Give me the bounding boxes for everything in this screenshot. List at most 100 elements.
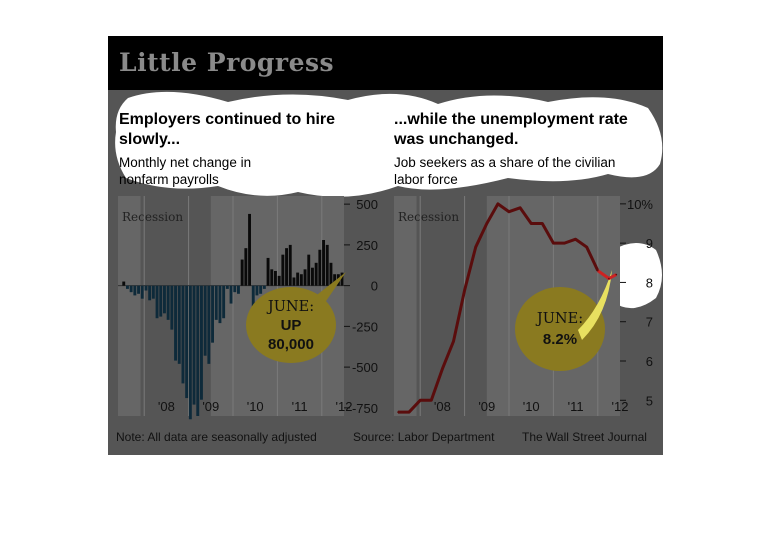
payrolls-bar — [303, 269, 307, 286]
payrolls-bar — [333, 274, 337, 286]
payrolls-callout-line3: 80,000 — [268, 336, 314, 353]
unemployment-rate-point — [397, 411, 399, 413]
unemployment-x-tick-label: '11 — [568, 399, 584, 414]
payrolls-bar — [163, 285, 166, 314]
unemployment-callout-line1: JUNE: — [535, 311, 583, 327]
footer-credit: The Wall Street Journal — [522, 430, 647, 444]
payrolls-bar — [200, 285, 203, 400]
payrolls-bar — [174, 285, 177, 361]
payrolls-y-tick-label: 0 — [371, 279, 378, 294]
payrolls-bar — [203, 285, 207, 356]
payrolls-y-tick-label: -750 — [352, 401, 378, 416]
chart-figure: Little Progress Employers continued to h… — [108, 36, 663, 455]
unemployment-rate-point — [541, 222, 544, 225]
payrolls-bar — [126, 285, 129, 289]
unemployment-recession-band — [416, 196, 487, 416]
unemployment-rate-point — [497, 203, 499, 205]
payrolls-x-tick-label: '12 — [336, 399, 353, 414]
payrolls-bar — [307, 254, 311, 286]
payrolls-bar — [266, 257, 270, 286]
payrolls-recession-label: Recession — [122, 210, 183, 224]
payrolls-bar — [129, 285, 133, 293]
unemployment-callout-pointer — [578, 270, 612, 340]
unemployment-rate-point — [530, 222, 532, 225]
unemployment-y-tick-label: 8 — [646, 275, 653, 290]
unemployment-rate-point — [615, 273, 618, 276]
unemployment-rate-point — [608, 277, 610, 280]
payrolls-bar — [196, 285, 200, 416]
payrolls-bar — [181, 285, 185, 384]
unemployment-rate-point — [474, 246, 477, 248]
payrolls-bar — [144, 285, 148, 291]
payrolls-bar — [255, 285, 259, 296]
payrolls-bar — [225, 285, 229, 289]
unemployment-y-tick-label: 5 — [646, 393, 653, 408]
unemployment-rate-point — [574, 238, 577, 241]
payrolls-bar — [292, 277, 296, 286]
payrolls-bar — [311, 267, 314, 286]
unemployment-x-tick-label: '12 — [612, 399, 629, 414]
payrolls-bar — [229, 285, 233, 304]
payrolls-y-tick-label: 500 — [356, 197, 378, 212]
payrolls-bar — [259, 285, 263, 294]
unemployment-rate-point — [486, 222, 488, 225]
unemployment-subheading: Job seekers as a share of the civilian l… — [394, 155, 616, 187]
unemployment-y-tick-label: 6 — [646, 354, 653, 369]
payrolls-bar — [207, 285, 211, 364]
payrolls-x-tick-label: '11 — [292, 399, 308, 414]
unemployment-rate-point — [408, 411, 410, 413]
payrolls-y-tick-label: -250 — [352, 319, 378, 334]
payrolls-bar — [244, 248, 248, 286]
payrolls-bar — [299, 274, 303, 286]
payrolls-bar — [170, 285, 174, 330]
payrolls-bar — [251, 285, 255, 314]
payrolls-callout-line1: JUNE: — [266, 299, 314, 315]
payrolls-callout-pointer — [313, 272, 346, 304]
payrolls-bar — [155, 285, 159, 319]
unemployment-callout-bubble — [515, 287, 605, 371]
payrolls-bar — [166, 285, 170, 320]
unemployment-x-tick-label: '10 — [523, 399, 540, 414]
unemployment-chart: Recession 10% 9 8 7 6 5 '08 '09 '10 '11 '12 JUNE:… — [394, 196, 653, 416]
payrolls-y-tick-label: 250 — [356, 238, 378, 253]
payrolls-bar — [218, 285, 222, 324]
payrolls-bar — [122, 281, 126, 286]
unemployment-rate-point — [519, 206, 521, 209]
unemployment-x-tick-label: '09 — [478, 399, 495, 414]
payrolls-heading: Employers continued to hire slowly... — [119, 111, 336, 148]
unemployment-recession-label: Recession — [398, 210, 459, 224]
footer-source: Source: Labor Department — [353, 430, 495, 444]
payrolls-bar — [270, 269, 274, 286]
payrolls-bar — [288, 244, 292, 286]
payrolls-chart: Recession 500 250 0 -250 -500 -750 '08 '09 '10 '… — [118, 196, 378, 420]
payrolls-bar — [151, 285, 155, 299]
payrolls-bar — [192, 285, 196, 405]
payrolls-bar — [133, 285, 137, 296]
payrolls-y-tick-label: -500 — [352, 360, 378, 375]
payrolls-bar — [318, 249, 322, 286]
unemployment-x-tick-label: '08 — [434, 399, 451, 414]
unemployment-rate-point — [597, 269, 599, 272]
payrolls-bar — [314, 262, 318, 286]
unemployment-rate-point — [563, 242, 566, 244]
payrolls-bar — [262, 285, 266, 289]
payrolls-bar — [325, 244, 329, 286]
payrolls-bar — [274, 270, 277, 286]
payrolls-bar — [188, 285, 192, 420]
footer-note: Note: All data are seasonally adjusted — [116, 430, 317, 444]
payrolls-bar — [148, 285, 152, 301]
unemployment-rate-point — [463, 289, 466, 292]
payrolls-x-tick-label: '09 — [202, 399, 219, 414]
unemployment-rate-point — [441, 368, 444, 370]
payrolls-bar — [159, 285, 163, 317]
unemployment-rate-point — [419, 399, 422, 402]
payrolls-bar — [185, 285, 189, 399]
unemployment-rate-point — [585, 246, 588, 248]
payrolls-bar — [237, 285, 240, 294]
payrolls-bar — [329, 262, 333, 286]
payrolls-bar — [281, 254, 285, 286]
payrolls-x-tick-label: '10 — [247, 399, 264, 414]
unemployment-y-tick-label: 7 — [646, 315, 653, 330]
title-bar: Little Progress — [108, 36, 663, 90]
unemployment-rate-point — [452, 340, 455, 343]
